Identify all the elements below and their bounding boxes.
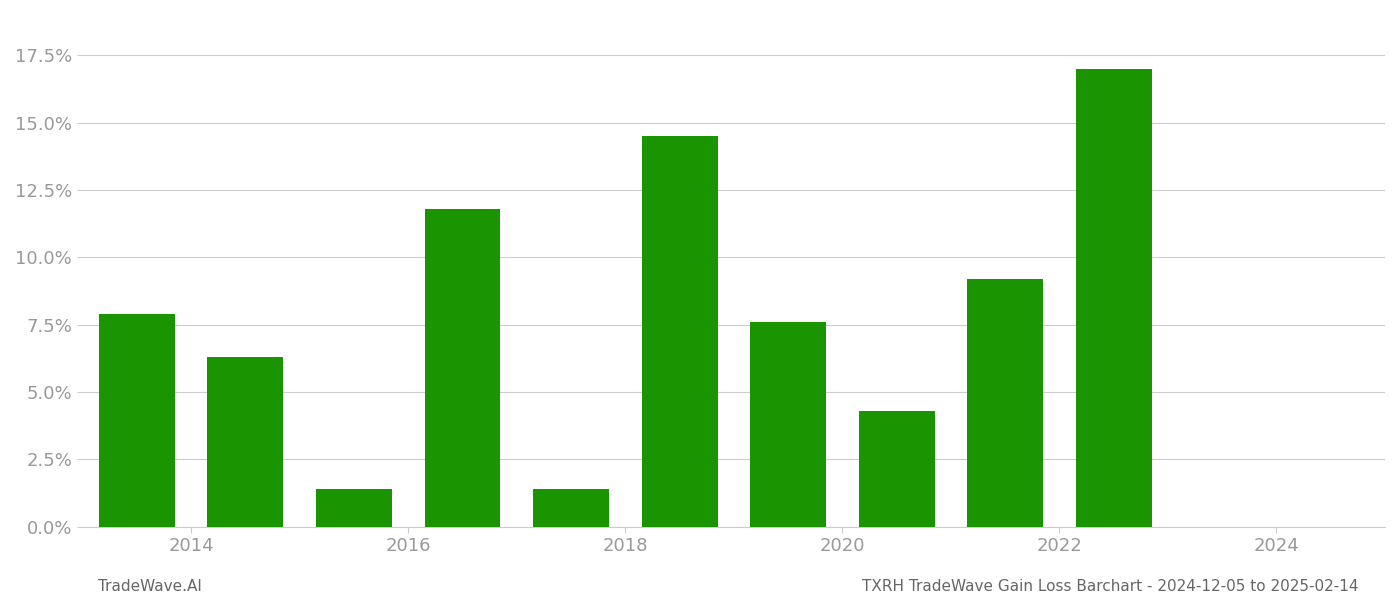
Bar [533,489,609,527]
Text: TXRH TradeWave Gain Loss Barchart - 2024-12-05 to 2025-02-14: TXRH TradeWave Gain Loss Barchart - 2024… [861,579,1358,594]
Bar [641,136,718,527]
Bar [858,411,935,527]
Bar [424,209,500,527]
Bar [316,489,392,527]
Bar [207,357,283,527]
Bar [1075,69,1152,527]
Bar [750,322,826,527]
Text: TradeWave.AI: TradeWave.AI [98,579,202,594]
Bar [99,314,175,527]
Bar [967,279,1043,527]
